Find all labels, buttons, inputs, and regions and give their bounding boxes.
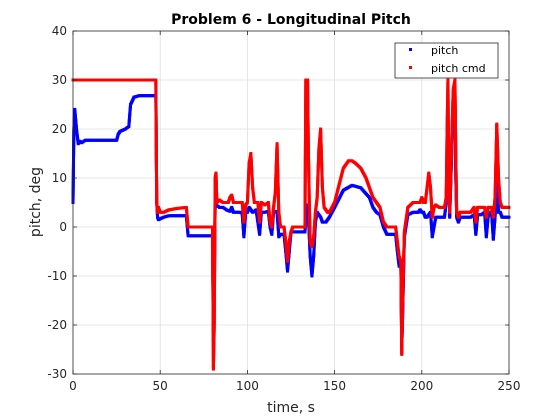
legend-label-pitch-cmd: pitch cmd — [431, 62, 486, 75]
y-axis-title: pitch, deg — [28, 167, 44, 237]
legend-marker-pitch — [409, 48, 412, 51]
series-pitch-cmd — [71, 78, 511, 371]
x-tick-label: 0 — [69, 379, 77, 393]
x-axis-title: time, s — [267, 400, 315, 416]
x-tick-label: 50 — [153, 379, 168, 393]
y-tick-label: 40 — [52, 24, 67, 38]
legend-label-pitch: pitch — [431, 44, 458, 57]
y-tick-label: 0 — [59, 220, 67, 234]
x-tick-label: 250 — [498, 379, 521, 393]
legend-marker-pitch-cmd — [409, 66, 412, 69]
legend: pitch pitch cmd — [394, 42, 499, 79]
x-tick-label: 100 — [236, 379, 259, 393]
y-tick-label: 10 — [52, 171, 67, 185]
chart-title: Problem 6 - Longitudinal Pitch — [171, 12, 411, 28]
y-tick-label: -20 — [47, 318, 67, 332]
y-tick-label: 30 — [52, 73, 67, 87]
y-tick-label: 20 — [52, 122, 67, 136]
axis-ticks: 0 50 100 150 200 250 -30 -20 -10 0 10 20 30 40 — [47, 24, 520, 393]
x-tick-label: 150 — [323, 379, 346, 393]
plot-area — [73, 31, 509, 374]
plot-frame — [72, 30, 510, 375]
y-tick-label: -30 — [47, 367, 67, 381]
series-layer — [71, 78, 511, 371]
y-tick-label: -10 — [47, 269, 67, 283]
legend-box — [394, 42, 499, 79]
x-tick-label: 200 — [410, 379, 433, 393]
